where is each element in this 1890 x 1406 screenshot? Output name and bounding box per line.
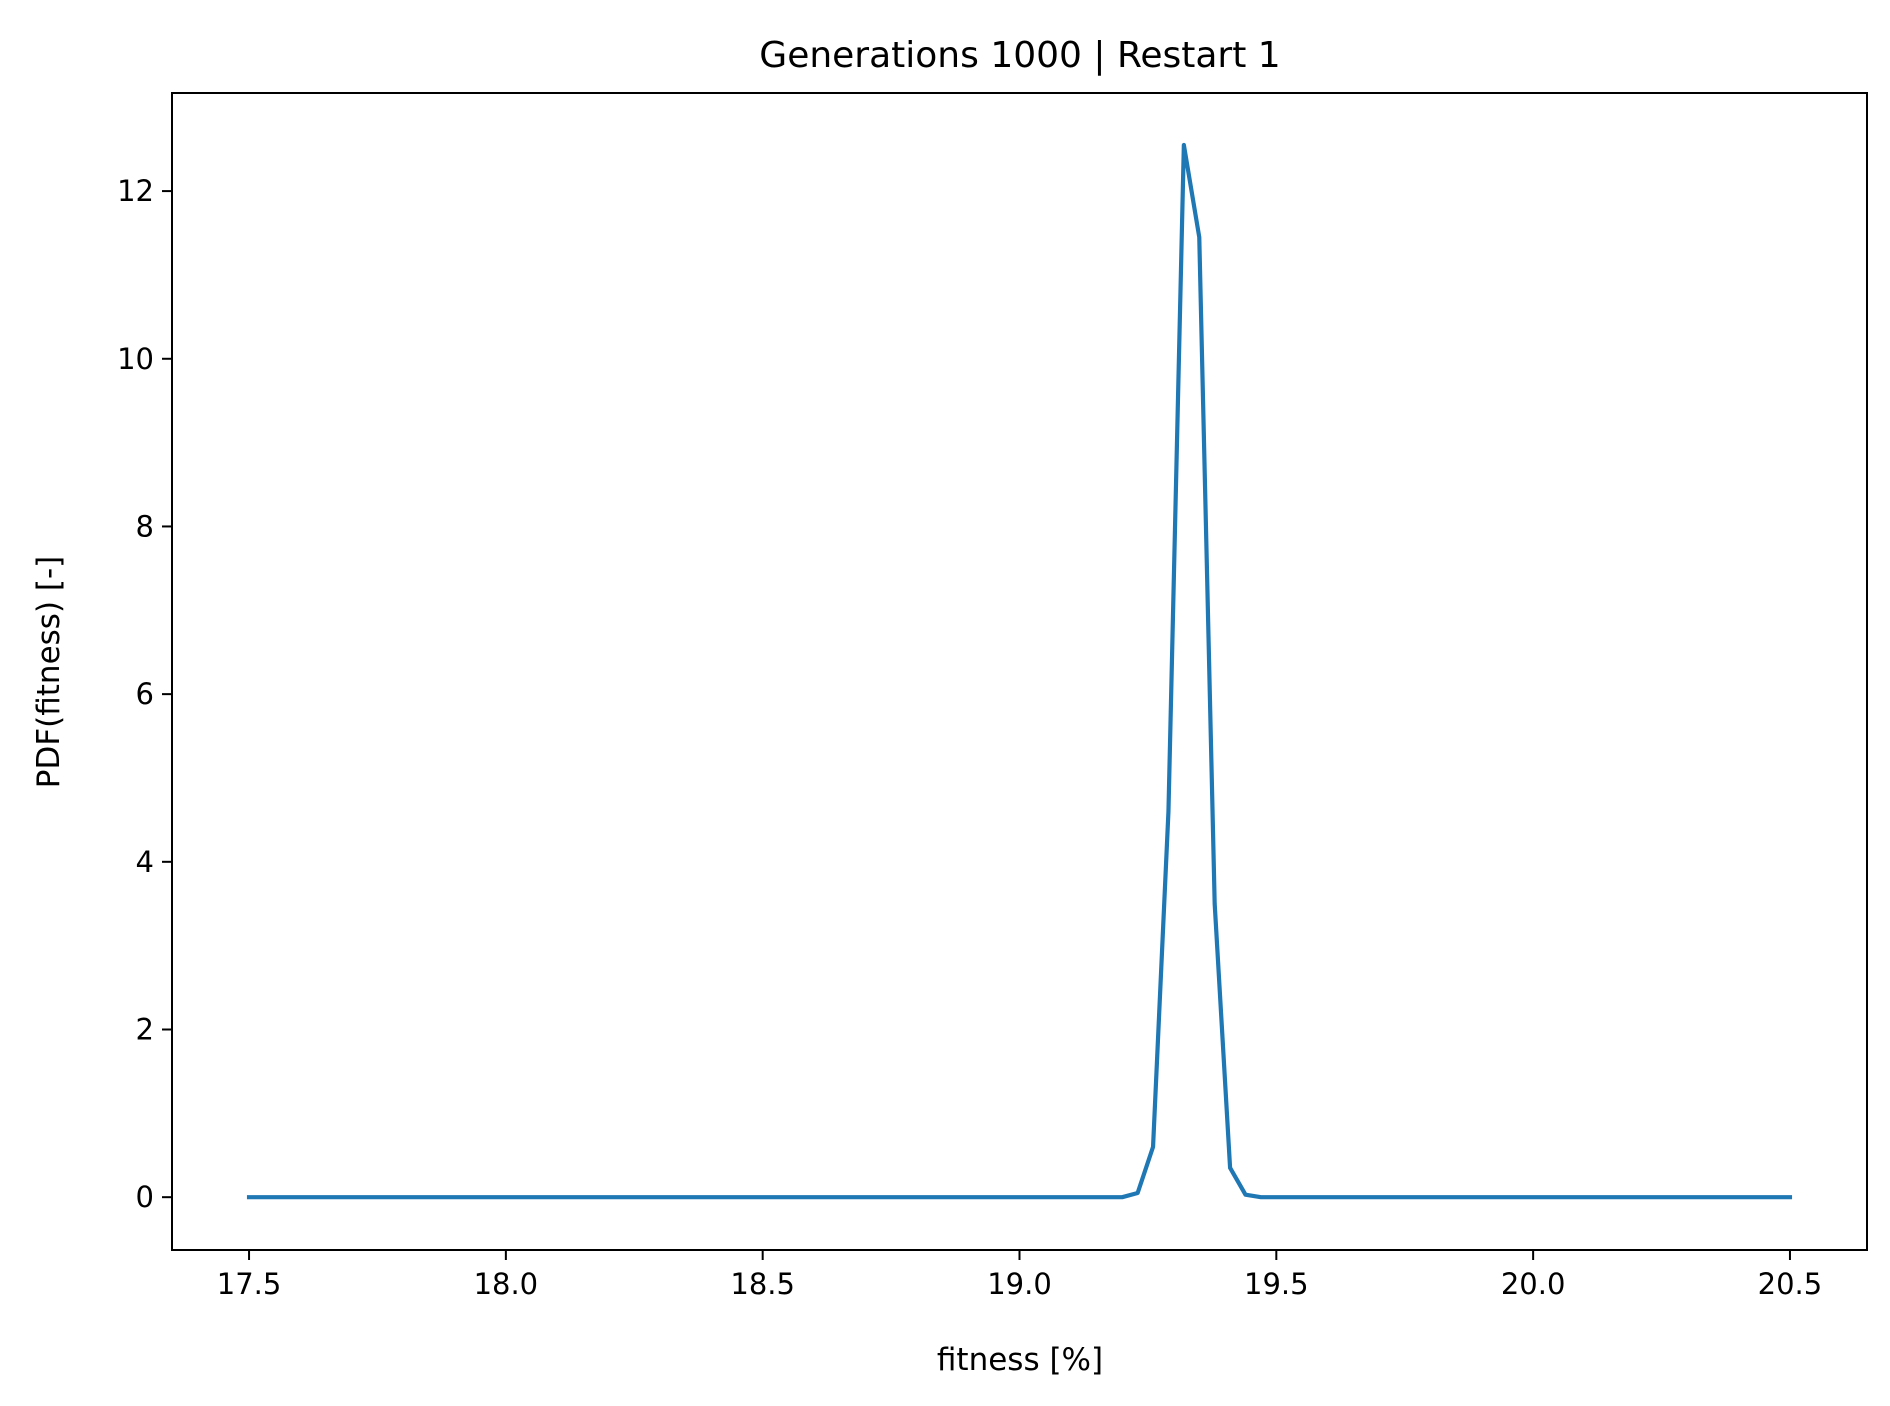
x-tick-label: 19.0 — [987, 1267, 1052, 1301]
x-tick-label: 18.5 — [730, 1267, 795, 1301]
x-tick-label: 17.5 — [217, 1267, 282, 1301]
x-tick-label: 20.0 — [1501, 1267, 1566, 1301]
x-axis-label: fitness [%] — [937, 1342, 1103, 1378]
y-tick-label: 0 — [136, 1180, 154, 1214]
chart-title: Generations 1000 | Restart 1 — [759, 35, 1280, 76]
y-tick-label: 6 — [136, 677, 154, 711]
x-tick-label: 18.0 — [474, 1267, 539, 1301]
y-tick-label: 12 — [117, 174, 154, 208]
y-axis-label: PDF(fitness) [-] — [31, 556, 67, 789]
x-axis-ticks: 17.5 18.0 18.5 19.0 19.5 20.0 20.5 — [217, 1250, 1822, 1301]
x-tick-label: 20.5 — [1758, 1267, 1823, 1301]
x-tick-label: 19.5 — [1244, 1267, 1309, 1301]
y-tick-label: 4 — [136, 845, 154, 879]
y-axis-ticks: 0 2 4 6 8 10 12 — [117, 174, 172, 1214]
y-tick-label: 10 — [117, 342, 154, 376]
y-tick-label: 8 — [136, 509, 154, 543]
series-line-0 — [246, 142, 1793, 1200]
y-tick-label: 2 — [136, 1012, 154, 1046]
